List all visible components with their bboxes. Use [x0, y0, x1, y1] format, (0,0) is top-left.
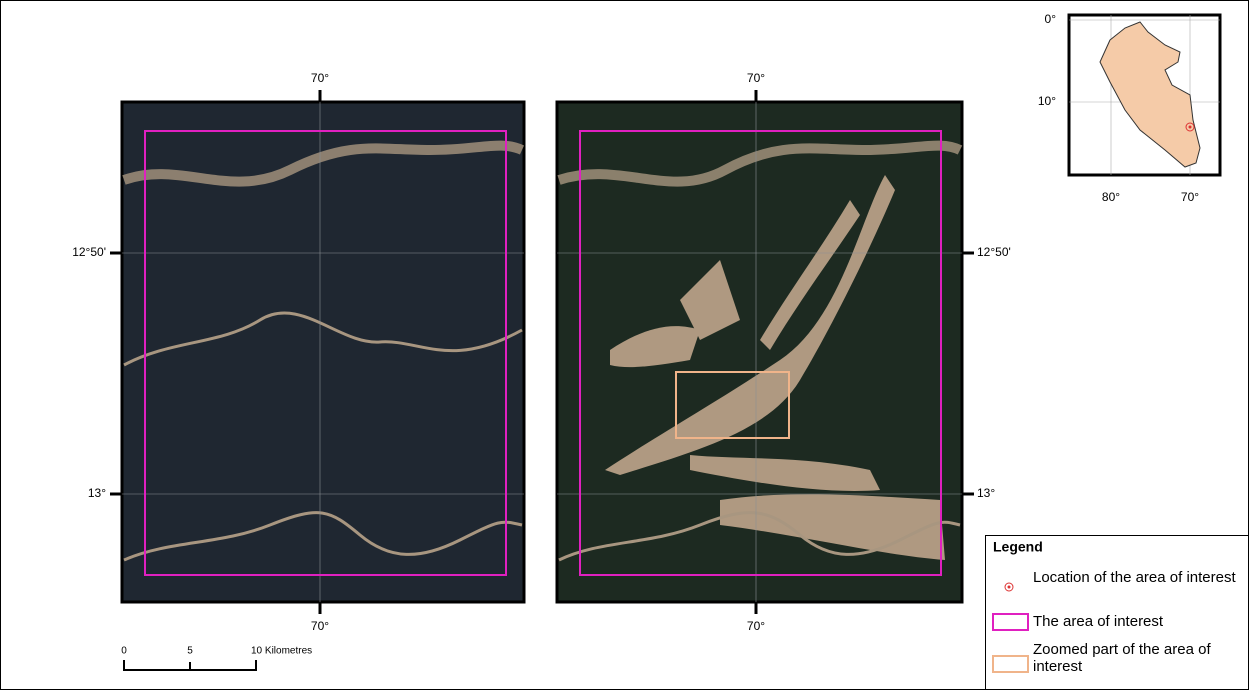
lon-label: 70°	[311, 619, 329, 633]
lon-label: 70°	[311, 71, 329, 85]
inset-lon-label: 80°	[1102, 190, 1120, 204]
legend-title: Legend	[993, 539, 1043, 555]
legend-label: The area of interest	[1033, 613, 1243, 630]
legend-symbol	[1008, 586, 1011, 589]
inset-lon-label: 70°	[1181, 190, 1199, 204]
figure: 70° 70° 12°50' 13° 70° 70° 12°50' 13° 0°…	[0, 0, 1249, 690]
legend-label: Location of the area of interest	[1033, 569, 1243, 586]
scale-bar	[124, 660, 256, 671]
lon-label: 70°	[747, 619, 765, 633]
lat-label: 13°	[977, 486, 995, 500]
lat-label: 12°50'	[977, 245, 1011, 259]
scale-label: 5	[187, 646, 193, 657]
lat-label: 13°	[88, 486, 106, 500]
lon-label: 70°	[747, 71, 765, 85]
location-marker-dot	[1189, 126, 1192, 129]
legend-label: Zoomed part of the area of interest	[1033, 641, 1243, 675]
inset-lat-label: 0°	[1045, 12, 1057, 26]
scale-label: 10 Kilometres	[251, 646, 312, 657]
lat-label: 12°50'	[72, 245, 106, 259]
inset-lat-label: 10°	[1038, 94, 1056, 108]
map-figure: 70° 70° 12°50' 13° 70° 70° 12°50' 13° 0°…	[0, 0, 1249, 690]
scale-label: 0	[121, 646, 127, 657]
